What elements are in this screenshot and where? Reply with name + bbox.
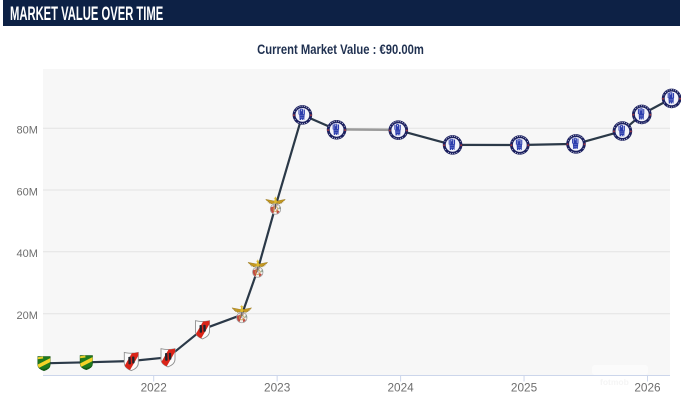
svg-text:40M: 40M <box>16 248 37 260</box>
svg-text:2022: 2022 <box>141 380 167 394</box>
svg-text:80M: 80M <box>16 125 37 137</box>
svg-text:fotmob: fotmob <box>600 377 629 387</box>
svg-text:20M: 20M <box>16 310 37 322</box>
svg-text:60M: 60M <box>16 186 37 198</box>
svg-text:2024: 2024 <box>387 380 414 394</box>
svg-text:2026: 2026 <box>634 380 661 394</box>
svg-text:2025: 2025 <box>511 380 538 394</box>
svg-text:2023: 2023 <box>264 380 291 394</box>
